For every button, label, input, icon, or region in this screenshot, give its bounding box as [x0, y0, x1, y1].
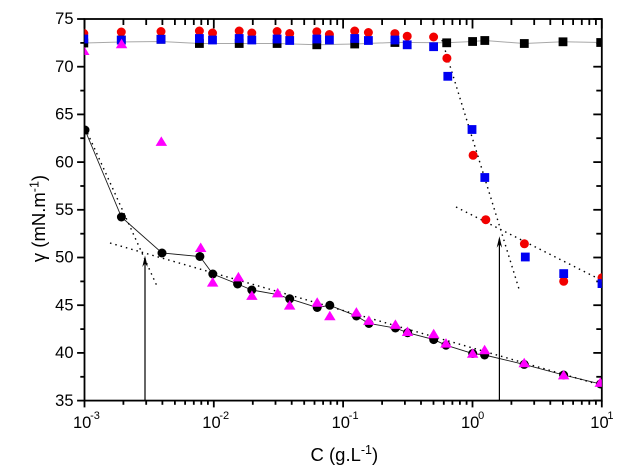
svg-text:10: 10	[461, 414, 479, 432]
svg-text:10: 10	[590, 414, 608, 432]
svg-text:10: 10	[73, 414, 91, 432]
svg-text:45: 45	[55, 296, 73, 314]
svg-text:10: 10	[332, 414, 350, 432]
svg-text:65: 65	[55, 106, 73, 124]
svg-text:40: 40	[55, 344, 73, 362]
svg-text:70: 70	[55, 58, 73, 76]
svg-text:-1: -1	[349, 410, 359, 422]
svg-text:75: 75	[55, 10, 73, 28]
svg-text:55: 55	[55, 201, 73, 219]
svg-text:-3: -3	[90, 410, 100, 422]
svg-text:0: 0	[478, 410, 484, 422]
svg-text:60: 60	[55, 153, 73, 171]
svg-text:1: 1	[607, 410, 613, 422]
svg-text:10: 10	[202, 414, 220, 432]
svg-text:35: 35	[55, 392, 73, 410]
svg-text:-2: -2	[219, 410, 229, 422]
svg-text:γ (mN.m-1): γ (mN.m-1)	[27, 175, 49, 262]
svg-text:50: 50	[55, 249, 73, 267]
